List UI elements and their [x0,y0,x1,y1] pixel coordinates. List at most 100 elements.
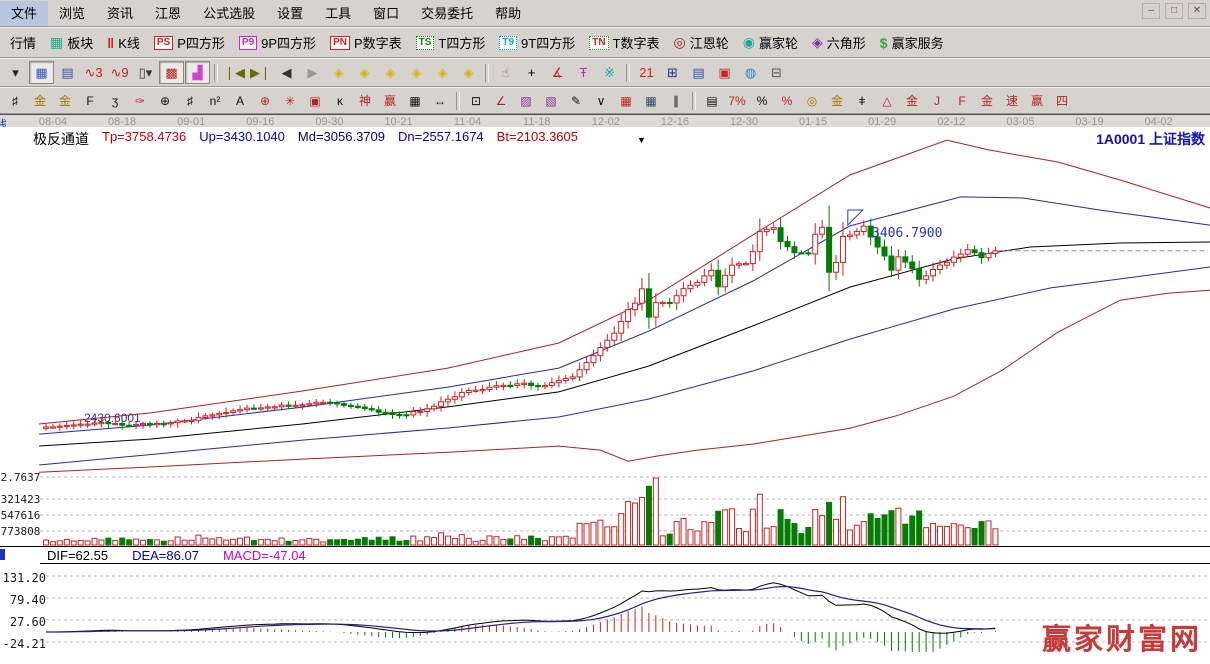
fan-lines-icon[interactable]: ∠ [489,90,513,111]
menu-item-gann[interactable]: 江恩 [144,1,192,26]
menu-item-browse[interactable]: 浏览 [48,1,96,26]
price-levels-icon[interactable]: ▤ [700,90,724,111]
last-page-icon[interactable]: ▶❘ [248,61,273,84]
angle-measure-icon[interactable]: ∡ [545,61,570,84]
toolbar-item-9p-square[interactable]: P99P四方形 [233,31,322,55]
angle-j-icon[interactable]: J [925,90,949,111]
target-circle-icon[interactable]: ⊕ [253,90,277,111]
box-tool-icon[interactable]: ⊡ [464,90,488,111]
restore-button[interactable]: □ [1165,3,1183,19]
red-grid-icon[interactable]: ▦ [614,90,638,111]
toolbar-item-winner-wheel[interactable]: ◉赢家轮 [737,31,804,55]
gann-t-icon[interactable]: Ŧ [571,61,596,84]
next-bar-icon[interactable]: ▶ [300,61,325,84]
toolbar-item-winner-service[interactable]: $赢家服务 [874,31,950,55]
diamond-horizontal-icon[interactable]: ◈ [378,61,403,84]
width-measure-icon[interactable]: ↔ [428,90,452,111]
collapse-marker-icon[interactable]: ▼ [637,135,646,145]
crosshair-icon[interactable]: + [519,61,544,84]
menu-item-help[interactable]: 帮助 [484,1,532,26]
fan-square-icon[interactable]: ▧ [539,90,563,111]
minimize-button[interactable]: – [1142,3,1160,19]
diamond-left-icon[interactable]: ◈ [326,61,351,84]
toolbar-item-gann-wheel[interactable]: ◎江恩轮 [668,31,735,55]
toolbar-item-t-number-table[interactable]: TNT数字表 [583,31,665,55]
percent-icon[interactable]: % [750,90,774,111]
menu-item-window[interactable]: 窗口 [362,1,410,26]
price-grid-icon[interactable]: ♯ [178,90,202,111]
toolbar-item-kline[interactable]: ǁK线 [101,31,146,55]
workstation-icon[interactable]: ⊟ [764,61,789,84]
menu-item-news[interactable]: 资讯 [96,1,144,26]
menu-item-file[interactable]: 文件 [0,1,48,26]
menu-item-tools[interactable]: 工具 [314,1,362,26]
volume-profile-icon[interactable]: ▟ [185,61,210,84]
kline-tool-icon[interactable]: ĸ [328,90,352,111]
toolbar-item-hexagon[interactable]: ◈六角形 [806,31,872,55]
fib-levels-icon[interactable]: F [78,90,102,111]
fan-grid-icon[interactable]: ▨ [514,90,538,111]
pattern-red-icon[interactable]: ▩ [159,61,184,84]
price-volume-macd-plot[interactable] [0,127,1210,664]
shen-tool-icon[interactable]: 神 [353,90,377,111]
first-page-icon[interactable]: ❘◀ [222,61,247,84]
win-tool-icon[interactable]: 赢 [378,90,402,111]
wave-av-icon[interactable]: △ [875,90,899,111]
memo-icon[interactable]: ▤ [686,61,711,84]
gann-lines-icon[interactable]: ♯ [3,90,27,111]
angle-gold-icon[interactable]: 金 [975,90,999,111]
brush-icon[interactable]: ✑ [128,90,152,111]
golden-circle-icon[interactable]: ◎ [800,90,824,111]
percent-levels-icon[interactable]: % [775,90,799,111]
indicator-name[interactable]: 极反通道 [33,129,89,149]
hand-drag-icon[interactable]: ☝ [493,61,518,84]
square-of-nine-icon[interactable]: n² [203,90,227,111]
f10-info-icon[interactable]: ▤ [55,61,80,84]
diamond-right-icon[interactable]: ◈ [352,61,377,84]
toolbar-item-p-square[interactable]: PSP四方形 [148,31,231,55]
calendar-icon[interactable]: 21 [634,61,659,84]
four-angle-icon[interactable]: 四 [1050,90,1074,111]
stock-pattern-icon[interactable]: ▦ [29,61,54,84]
golden-lines-icon[interactable]: 金 [825,90,849,111]
golden-section-h-icon[interactable]: 金 [28,90,52,111]
prev-bar-icon[interactable]: ◀ [274,61,299,84]
kline-9-icon[interactable]: ∿9 [107,61,132,84]
grid-123-icon[interactable]: ▦ [403,90,427,111]
calculator-icon[interactable]: ⊞ [660,61,685,84]
red-golden-angle-icon[interactable]: 金 [900,90,924,111]
diamond-expand-icon[interactable]: ◈ [456,61,481,84]
menu-item-settings[interactable]: 设置 [266,1,314,26]
candle-chart-icon[interactable]: ▯▾ [133,61,158,84]
toolbar-item-9t-square[interactable]: T99T四方形 [493,31,581,55]
symbol-label[interactable]: 1A0001 上证指数 [1096,129,1205,149]
square-target-icon[interactable]: ▣ [303,90,327,111]
gann-circle-icon[interactable]: ⊕ [153,90,177,111]
parallel-lines-icon[interactable]: ∥ [664,90,688,111]
spiral-icon[interactable]: ʒ [103,90,127,111]
dropdown-arrow-icon[interactable]: ▾ [3,61,28,84]
save-icon[interactable]: ▣ [712,61,737,84]
measure-icon[interactable]: ǂ [850,90,874,111]
kline-3-icon[interactable]: ∿3 [81,61,106,84]
diamond-cross-icon[interactable]: ◈ [404,61,429,84]
diamond-vertical-icon[interactable]: ◈ [430,61,455,84]
chart-canvas[interactable]: 2430.6001 32.7637032142335476165773808 1… [0,127,1210,664]
dark-grid-icon[interactable]: ▦ [639,90,663,111]
win-angle-icon[interactable]: 赢 [1025,90,1049,111]
toolbar-item-t-square[interactable]: TST四方形 [410,31,492,55]
web-update-icon[interactable]: ◍ [738,61,763,84]
toolbar-item-p-number-table[interactable]: PNP数字表 [324,31,408,55]
toolbar-item-sectors[interactable]: ▦板块 [44,31,99,55]
pencil-lines-icon[interactable]: ✎ [564,90,588,111]
zigzag-icon[interactable]: ∨ [589,90,613,111]
pattern-mark-icon[interactable]: ※ [597,61,622,84]
close-button[interactable]: ✕ [1188,3,1206,19]
toolbar-item-quote[interactable]: 行情 [4,31,42,55]
angle-f-icon[interactable]: F [950,90,974,111]
menu-item-formula-select[interactable]: 公式选股 [192,1,266,26]
speed-lines-icon[interactable]: 速 [1000,90,1024,111]
menu-item-trade-entrust[interactable]: 交易委托 [410,1,484,26]
star-target-icon[interactable]: ✳ [278,90,302,111]
angle-a-icon[interactable]: A [228,90,252,111]
